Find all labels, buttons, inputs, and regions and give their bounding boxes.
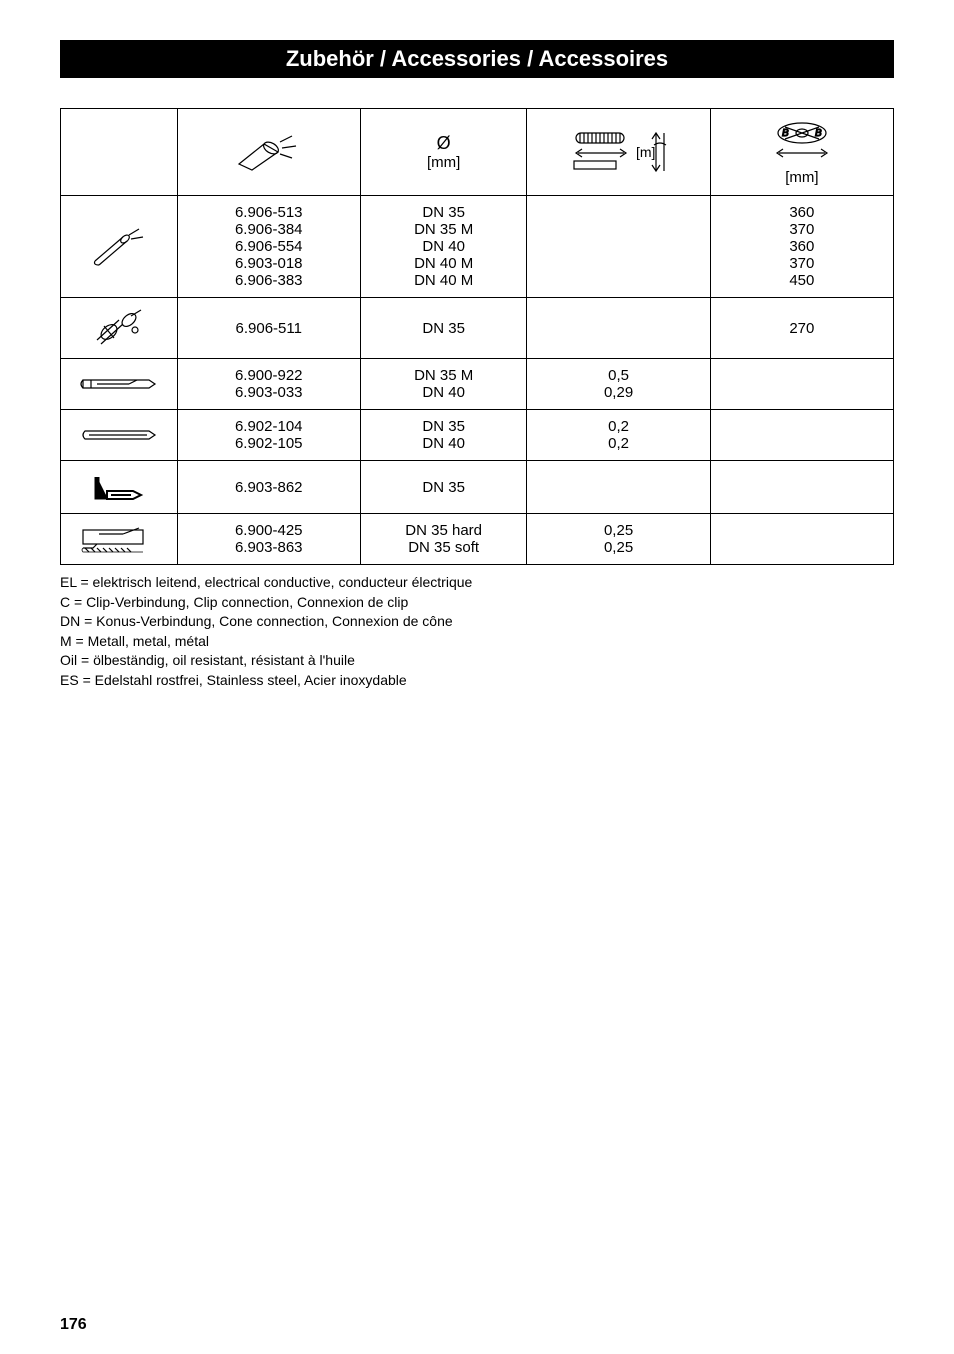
- row4-dns: DN 35 DN 40: [360, 410, 527, 461]
- legend-line: C = Clip-Verbindung, Clip connection, Co…: [60, 593, 894, 613]
- row2-refs: 6.906-511: [177, 298, 360, 359]
- row4-mm: [710, 410, 893, 461]
- row6-m: 0,25 0,25: [527, 514, 710, 565]
- row4-refs: 6.902-104 6.902-105: [177, 410, 360, 461]
- header-diameter-symbol: Ø: [373, 133, 515, 154]
- row3-icon: [61, 359, 178, 410]
- row1-mm: 360 370 360 370 450: [710, 196, 893, 298]
- legend-line: Oil = ölbeständig, oil resistant, résist…: [60, 651, 894, 671]
- table-row: 6.906-511 DN 35 270: [61, 298, 894, 359]
- row3-dns: DN 35 M DN 40: [360, 359, 527, 410]
- row2-dns: DN 35: [360, 298, 527, 359]
- svg-text:B: B: [815, 128, 822, 139]
- page-banner: Zubehör / Accessories / Accessoires: [60, 40, 894, 78]
- header-length-icon: [m]: [527, 109, 710, 196]
- legend-line: EL = elektrisch leitend, electrical cond…: [60, 573, 894, 593]
- row1-refs: 6.906-513 6.906-384 6.906-554 6.903-018 …: [177, 196, 360, 298]
- table-row: 6.906-513 6.906-384 6.906-554 6.903-018 …: [61, 196, 894, 298]
- row5-icon: [61, 461, 178, 514]
- row6-refs: 6.900-425 6.903-863: [177, 514, 360, 565]
- header-col1-empty: [61, 109, 178, 196]
- table-row: 6.900-922 6.903-033 DN 35 M DN 40 0,5 0,…: [61, 359, 894, 410]
- row4-m: 0,2 0,2: [527, 410, 710, 461]
- row5-mm: [710, 461, 893, 514]
- table-row: 6.902-104 6.902-105 DN 35 DN 40 0,2 0,2: [61, 410, 894, 461]
- header-torch-icon: [177, 109, 360, 196]
- header-diameter: Ø [mm]: [360, 109, 527, 196]
- row6-mm: [710, 514, 893, 565]
- legend-block: EL = elektrisch leitend, electrical cond…: [60, 573, 894, 691]
- svg-text:B: B: [782, 128, 789, 139]
- page-number: 176: [60, 1316, 87, 1334]
- row3-m: 0,5 0,29: [527, 359, 710, 410]
- header-diameter-unit: [mm]: [373, 154, 515, 171]
- row1-dns: DN 35 DN 35 M DN 40 DN 40 M DN 40 M: [360, 196, 527, 298]
- row3-mm: [710, 359, 893, 410]
- row2-m: [527, 298, 710, 359]
- row1-icon: [61, 196, 178, 298]
- legend-line: M = Metall, metal, métal: [60, 632, 894, 652]
- legend-line: ES = Edelstahl rostfrei, Stainless steel…: [60, 671, 894, 691]
- row5-m: [527, 461, 710, 514]
- row4-icon: [61, 410, 178, 461]
- row1-m: [527, 196, 710, 298]
- row6-dns: DN 35 hard DN 35 soft: [360, 514, 527, 565]
- table-row: 6.900-425 6.903-863 DN 35 hard DN 35 sof…: [61, 514, 894, 565]
- table-row: 6.903-862 DN 35: [61, 461, 894, 514]
- row5-refs: 6.903-862: [177, 461, 360, 514]
- row5-dns: DN 35: [360, 461, 527, 514]
- legend-line: DN = Konus-Verbindung, Cone connection, …: [60, 612, 894, 632]
- accessories-table: Ø [mm]: [60, 108, 894, 565]
- row3-refs: 6.900-922 6.903-033: [177, 359, 360, 410]
- header-width-icon: B B [mm]: [710, 109, 893, 196]
- row6-icon: [61, 514, 178, 565]
- header-length-unit: [m]: [636, 144, 655, 160]
- row2-mm: 270: [710, 298, 893, 359]
- header-width-unit: [mm]: [723, 169, 881, 186]
- row2-icon: [61, 298, 178, 359]
